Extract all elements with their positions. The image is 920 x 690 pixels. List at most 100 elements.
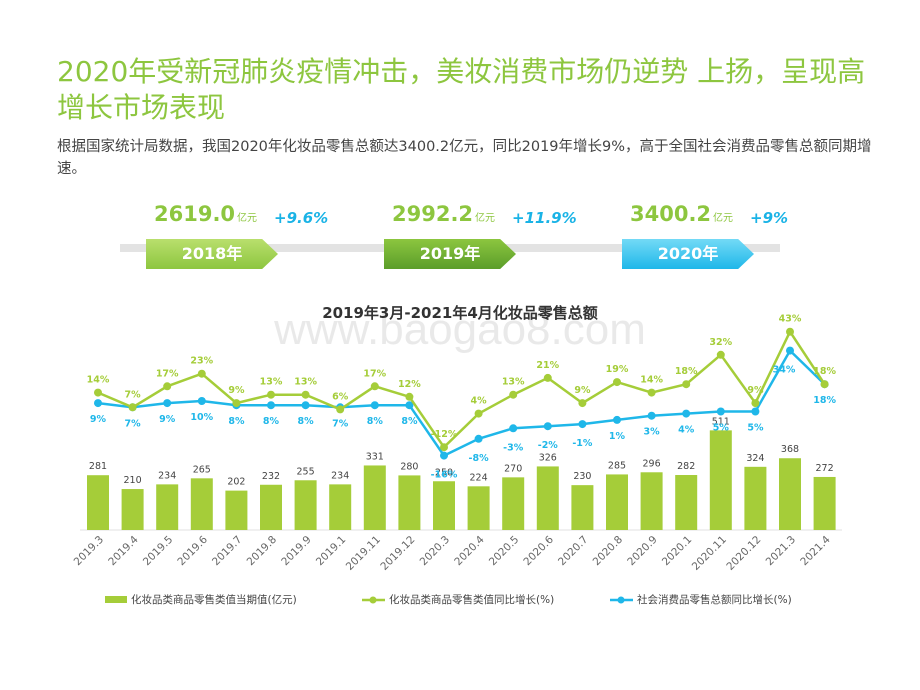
cosmetics-growth-point xyxy=(751,399,760,408)
cosmetics-growth-point xyxy=(440,443,448,452)
society-growth-label: 9% xyxy=(90,414,107,425)
bar xyxy=(536,466,559,530)
bar xyxy=(363,465,386,530)
society-growth-label: 7% xyxy=(125,418,142,429)
cosmetics-growth-point xyxy=(370,382,379,391)
bar xyxy=(121,489,144,530)
year-arrow-2020: 2020年 xyxy=(622,239,754,269)
legend-swatch-dot xyxy=(617,596,625,604)
bar xyxy=(433,481,455,530)
cosmetics-growth-label: 43% xyxy=(779,314,802,325)
bar-value-label: 270 xyxy=(504,463,522,474)
society-growth-point xyxy=(647,411,656,420)
society-growth-label: 1% xyxy=(609,431,626,442)
society-growth-label: 8% xyxy=(298,416,315,427)
x-tick-label: 2020.6 xyxy=(521,533,556,568)
bar xyxy=(813,476,836,530)
cosmetics-growth-point xyxy=(716,350,725,359)
bar-value-label: 234 xyxy=(331,470,349,481)
bar xyxy=(779,458,801,530)
society-growth-label: 8% xyxy=(401,416,418,427)
society-growth-point xyxy=(163,399,172,408)
bar-value-label: 210 xyxy=(124,475,142,486)
bar-value-label: 281 xyxy=(89,461,107,472)
society-growth-point xyxy=(197,397,206,405)
society-growth-point xyxy=(786,346,794,355)
bar xyxy=(467,486,490,530)
kpi-2019: 2992.2 亿元 +11.9% 2019年 xyxy=(384,200,624,270)
bar-value-label: 224 xyxy=(470,472,488,483)
cosmetics-growth-label: 17% xyxy=(156,368,179,379)
cosmetics-growth-point xyxy=(786,327,794,336)
bar xyxy=(709,430,732,530)
cosmetics-growth-point xyxy=(232,399,241,408)
cosmetics-growth-label: 18% xyxy=(813,366,836,377)
society-growth-label: -1% xyxy=(572,438,593,449)
cosmetics-growth-label: 4% xyxy=(471,396,488,407)
chart-title: 2019年3月-2021年4月化妆品零售总额 xyxy=(322,304,598,322)
society-growth-label: 4% xyxy=(678,425,695,436)
cosmetics-growth-label: 21% xyxy=(536,360,559,371)
cosmetics-growth-label: 9% xyxy=(747,385,764,396)
cosmetics-growth-point xyxy=(267,390,275,399)
x-tick-label: 2020.7 xyxy=(556,534,590,568)
society-growth-label: 10% xyxy=(190,412,213,423)
kpi-2018: 2619.0 亿元 +9.6% 2018年 xyxy=(146,200,386,270)
society-growth-point xyxy=(267,401,275,410)
cosmetics-growth-point xyxy=(94,388,102,397)
cosmetics-growth-label: 17% xyxy=(363,368,386,379)
cosmetics-growth-point xyxy=(613,378,621,387)
kpi-growth: +11.9% xyxy=(512,209,577,227)
cosmetics-growth-point xyxy=(128,403,137,412)
society-growth-point xyxy=(716,407,725,416)
x-tick-label: 2019.1 xyxy=(314,534,348,568)
cosmetics-growth-label: 19% xyxy=(606,364,629,375)
cosmetics-growth-label: 14% xyxy=(87,375,110,386)
bar xyxy=(294,480,317,530)
bar-value-label: 265 xyxy=(193,464,211,475)
x-tick-label: 2021.4 xyxy=(798,533,833,568)
cosmetics-growth-label: -12% xyxy=(431,429,458,440)
legend-swatch-bar xyxy=(105,596,127,603)
society-growth-label: 18% xyxy=(813,395,836,406)
kpi-value: 3400.2 亿元 xyxy=(630,202,734,226)
bar-value-label: 250 xyxy=(435,467,453,478)
bar-value-label: 296 xyxy=(643,458,661,469)
bar-value-label: 230 xyxy=(573,471,591,482)
legend-label: 化妆品类商品零售类值当期值(亿元) xyxy=(131,593,297,606)
x-tick-label: 2019.7 xyxy=(210,534,244,568)
cosmetics-growth-point xyxy=(647,388,656,397)
bar xyxy=(329,484,352,530)
x-tick-label: 2019.9 xyxy=(279,534,313,568)
society-growth-point xyxy=(613,415,621,424)
society-growth-point xyxy=(751,407,760,416)
page-title: 2020年受新冠肺炎疫情冲击，美妆消费市场仍逆势 上扬，呈现高增长市场表现 xyxy=(57,55,866,124)
cosmetics-growth-point xyxy=(163,382,172,391)
kpi-value: 2619.0 亿元 xyxy=(154,202,258,226)
watermark: www.baogao8.com xyxy=(273,305,646,354)
x-tick-label: 2020.8 xyxy=(591,534,625,568)
x-tick-label: 2019.12 xyxy=(378,534,417,573)
bar-value-label: 326 xyxy=(539,452,557,463)
society-growth-point xyxy=(474,434,483,443)
cosmetics-growth-label: 6% xyxy=(332,391,349,402)
cosmetics-growth-point xyxy=(682,380,691,389)
cosmetics-growth-label: 9% xyxy=(228,385,245,396)
society-growth-point xyxy=(94,399,102,408)
retail-sales-chart: www.baogao8.com 2019年3月-2021年4月化妆品零售总额 2… xyxy=(72,304,842,606)
x-tick-label: 2020.1 xyxy=(660,534,694,568)
society-growth-point xyxy=(682,409,691,418)
society-growth-point xyxy=(370,401,379,410)
cosmetics-growth-label: 14% xyxy=(640,375,663,386)
cosmetics-growth-label: 12% xyxy=(398,379,421,390)
society-growth-label: 9% xyxy=(159,414,176,425)
x-tick-label: 2020.11 xyxy=(690,534,729,573)
kpi-value: 2992.2 亿元 xyxy=(392,202,496,226)
society-growth-label: 7% xyxy=(332,418,349,429)
cosmetics-growth-label: 7% xyxy=(125,389,142,400)
society-growth-point xyxy=(543,422,552,431)
x-tick-label: 2019.11 xyxy=(344,534,383,573)
cosmetics-growth-label: 9% xyxy=(574,385,591,396)
bar-value-label: 368 xyxy=(781,444,799,455)
bar xyxy=(571,485,594,530)
